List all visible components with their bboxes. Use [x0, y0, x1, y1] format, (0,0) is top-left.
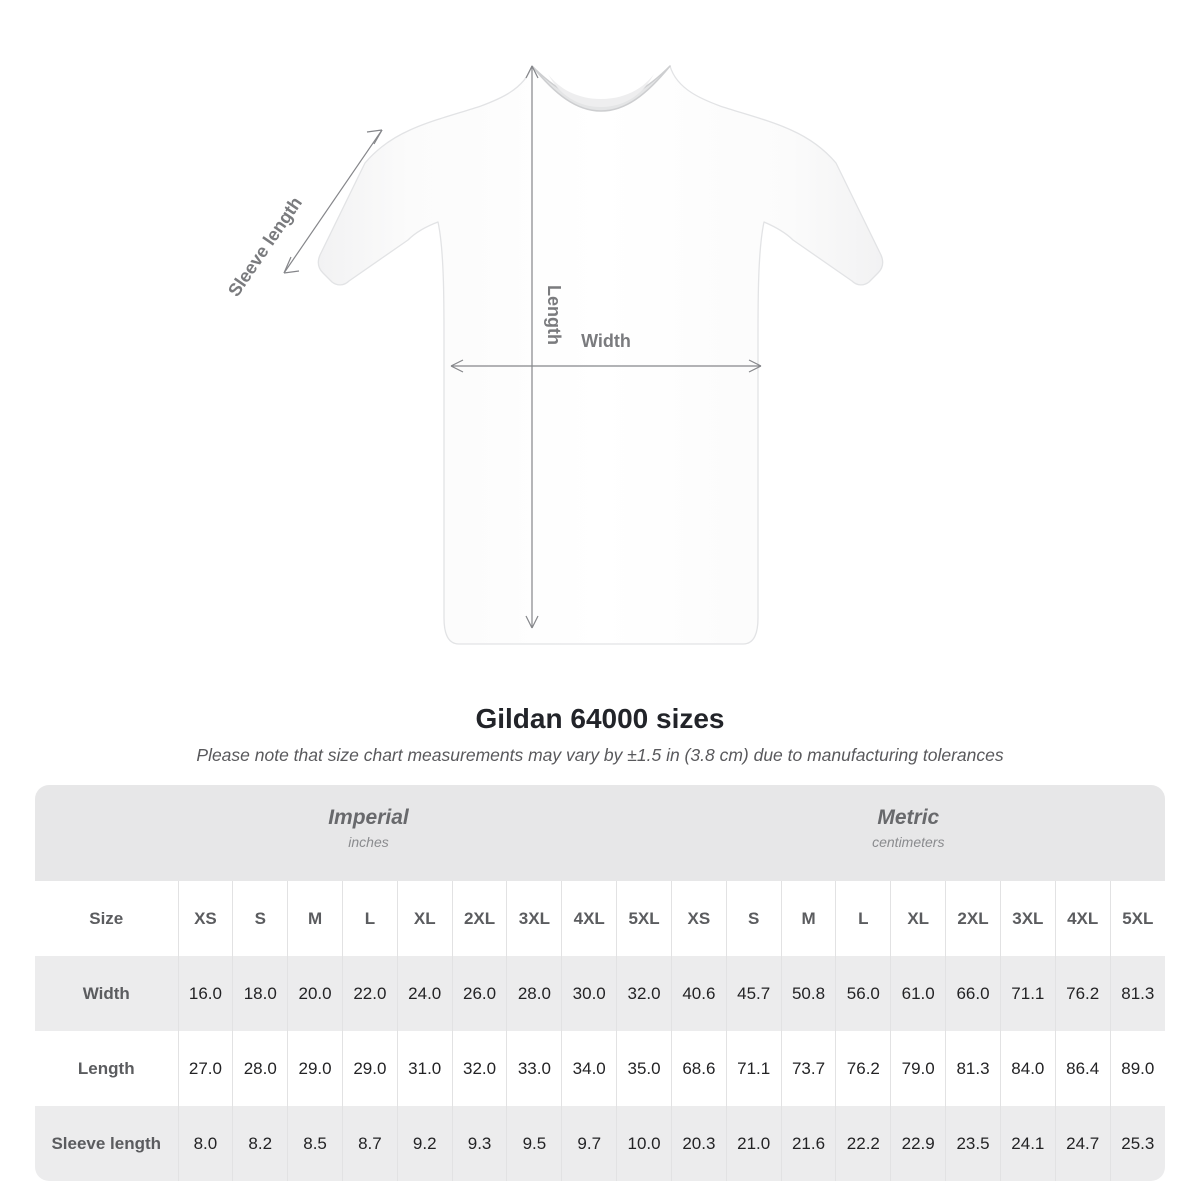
svg-text:Length: Length	[544, 285, 564, 345]
svg-text:Sleeve length: Sleeve length	[224, 193, 306, 300]
svg-text:Width: Width	[581, 331, 631, 351]
